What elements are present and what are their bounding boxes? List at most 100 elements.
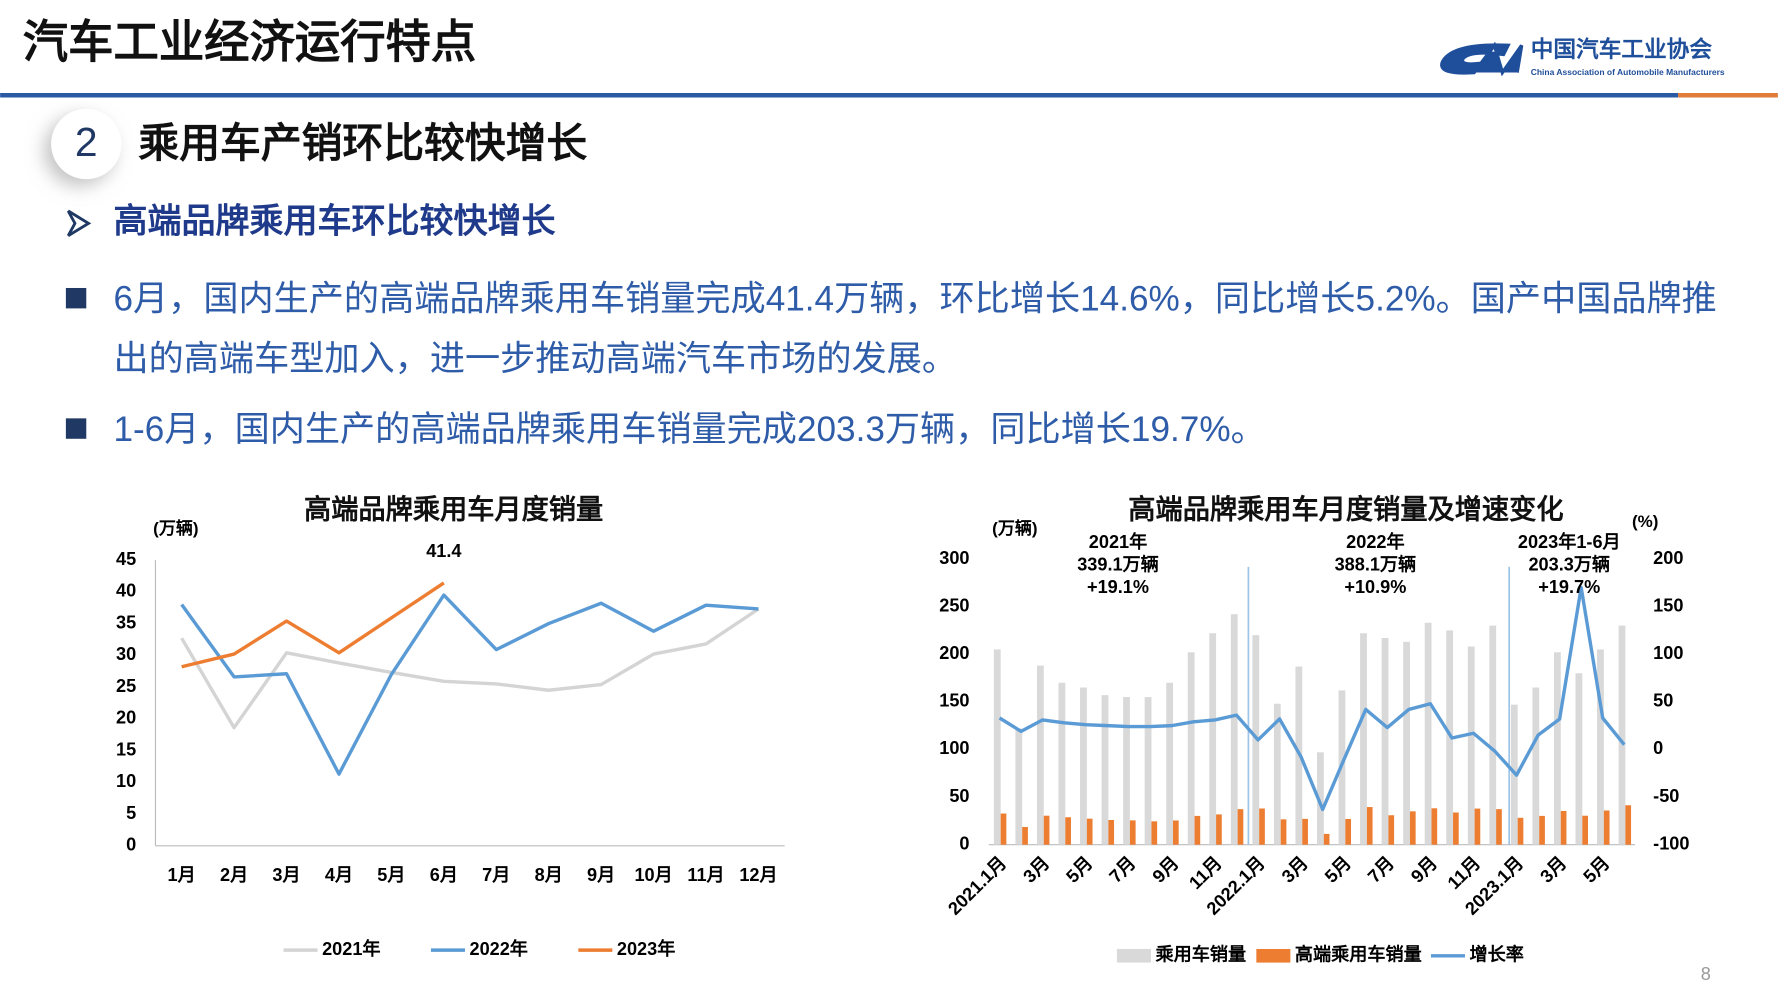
bullet-text: 1-6月，国内生产的高端品牌乘用车销量完成203.3万辆，同比增长19.7%。 xyxy=(113,409,1266,449)
y2-tick-label: 150 xyxy=(1653,595,1683,615)
y2-tick-label: 100 xyxy=(1653,643,1683,663)
x-tick-label: 12月 xyxy=(739,865,777,885)
bar xyxy=(1187,652,1195,845)
bar xyxy=(1259,808,1265,845)
bar xyxy=(1230,614,1238,845)
x-tick-label: 2021.1月 xyxy=(944,853,1010,919)
bar xyxy=(1216,814,1222,845)
chart-title: 高端品牌乘用车月度销量 xyxy=(304,494,603,525)
legend-label: 增长率 xyxy=(1469,944,1523,965)
y-tick-label: 300 xyxy=(939,548,969,568)
legend-swatch xyxy=(1256,948,1291,963)
bar xyxy=(1065,817,1071,845)
y-tick-label: 250 xyxy=(939,595,969,615)
logo-mark xyxy=(1440,41,1524,77)
y-tick-label: 30 xyxy=(116,644,136,664)
chart-title: 高端品牌乘用车月度销量及增速变化 xyxy=(1128,494,1563,525)
y-tick-label: 10 xyxy=(116,771,136,791)
logo-en: China Association of Automobile Manufact… xyxy=(1531,67,1725,77)
annotation: +19.7% xyxy=(1538,577,1600,597)
annotation: 2022年 xyxy=(1346,531,1404,552)
bar xyxy=(1381,638,1389,845)
bar xyxy=(1058,682,1066,845)
series-line xyxy=(998,585,1626,812)
bullet-text: 6月，国内生产的高端品牌乘用车销量完成41.4万辆，环比增长14.6%，同比增长… xyxy=(113,278,1717,379)
bar xyxy=(1597,649,1604,845)
bar xyxy=(1080,687,1087,845)
legend-label: 乘用车销量 xyxy=(1154,944,1246,965)
bullet-box: 1-6月，国内生产的高端品牌乘用车销量完成203.3万辆，同比增长19.7%。 xyxy=(113,409,1266,449)
series-line xyxy=(180,593,759,776)
page-number: 8 xyxy=(1701,964,1711,984)
y-tick-label: 0 xyxy=(959,833,969,853)
bullet-box: 6月，国内生产的高端品牌乘用车销量完成41.4万辆，环比增长14.6%，同比增长… xyxy=(113,278,1717,379)
annotation: 2023年1-6月 xyxy=(1518,531,1621,552)
x-tick-label: 11月 xyxy=(687,865,724,885)
bar xyxy=(1166,682,1174,845)
bar xyxy=(1403,641,1410,845)
x-tick-label: 1月 xyxy=(168,865,196,885)
y-tick-label: 35 xyxy=(116,612,136,632)
y2-tick-label: 200 xyxy=(1653,548,1683,568)
bullet-icon xyxy=(65,287,87,309)
bar xyxy=(1467,646,1475,845)
section-number: 2 xyxy=(75,119,98,165)
x-tick-label: 9月 xyxy=(587,865,615,885)
bar xyxy=(1366,807,1373,845)
bar xyxy=(1489,625,1497,845)
bar xyxy=(1323,833,1330,845)
y-tick-label: 50 xyxy=(949,786,969,806)
bar xyxy=(1532,687,1540,845)
bar xyxy=(1453,812,1459,845)
bar xyxy=(1151,821,1158,845)
bar xyxy=(1302,818,1308,845)
y-axis-label: (万辆) xyxy=(153,518,198,538)
x-tick-label: 5月 xyxy=(377,865,405,885)
bar xyxy=(1517,817,1524,845)
bar xyxy=(1424,622,1432,845)
bar xyxy=(1317,752,1324,845)
bar xyxy=(1022,826,1028,845)
bar xyxy=(1144,697,1152,845)
x-tick-label: 3月 xyxy=(1536,853,1570,887)
bar xyxy=(1625,805,1632,845)
x-tick-label: 3月 xyxy=(272,865,300,885)
bar xyxy=(1388,815,1395,845)
y-axis-label: (万辆) xyxy=(992,518,1037,538)
y-tick-label: 5 xyxy=(126,803,136,823)
bar xyxy=(1539,815,1545,845)
bar xyxy=(1582,815,1588,845)
legend-label: 高端乘用车销量 xyxy=(1295,944,1422,965)
annotation: 203.3万辆 xyxy=(1528,554,1610,575)
x-tick-label: 7月 xyxy=(1364,853,1398,887)
bar xyxy=(1553,652,1561,845)
bar xyxy=(1345,818,1352,845)
bar xyxy=(993,649,1001,845)
y-tick-label: 0 xyxy=(126,835,136,855)
bar xyxy=(1273,703,1281,845)
bar xyxy=(1086,818,1093,845)
y-tick-label: 40 xyxy=(116,581,136,601)
y-tick-label: 25 xyxy=(116,676,136,696)
bar xyxy=(1603,810,1610,845)
logo-cn: 中国汽车工业协会 xyxy=(1531,36,1713,62)
bar xyxy=(1280,819,1287,845)
x-tick-label: 5月 xyxy=(1321,853,1355,887)
x-tick-label: 5月 xyxy=(1062,853,1096,887)
x-tick-label: 9月 xyxy=(1149,853,1183,887)
bar xyxy=(1194,815,1201,845)
x-tick-label: 3月 xyxy=(1278,853,1312,887)
bar xyxy=(1560,810,1567,845)
bar xyxy=(1036,665,1044,845)
bar xyxy=(1015,728,1023,845)
x-tick-label: 10月 xyxy=(634,865,672,885)
bar xyxy=(1575,673,1583,845)
annotation: +10.9% xyxy=(1344,577,1406,597)
bar xyxy=(1360,633,1367,845)
bar xyxy=(1474,808,1481,845)
y-tick-label: 100 xyxy=(939,738,969,758)
legend-label: 2022年 xyxy=(469,938,527,959)
annotation: +19.1% xyxy=(1087,577,1149,597)
